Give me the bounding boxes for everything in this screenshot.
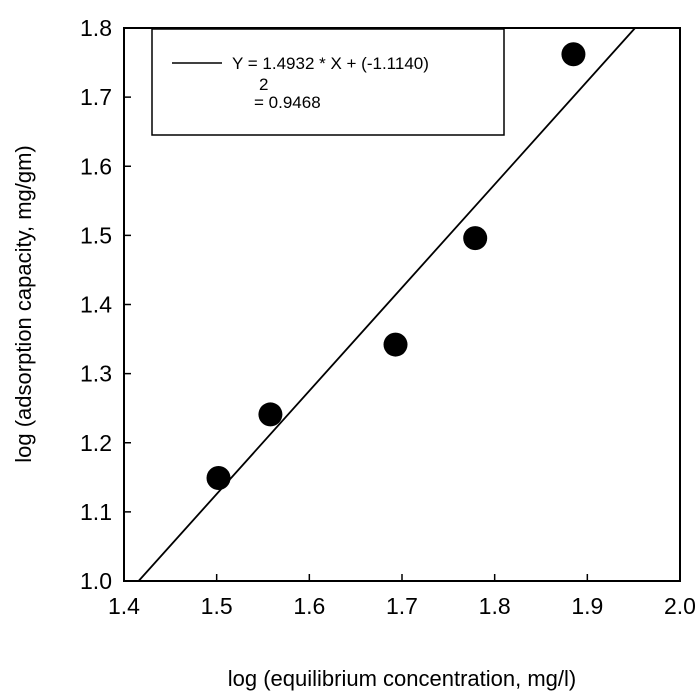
data-point-1: [206, 466, 231, 491]
legend-r2-superscript: 2: [259, 75, 268, 94]
x-tick-label-5: 1.9: [571, 593, 603, 619]
x-tick-label-3: 1.7: [386, 593, 418, 619]
legend-r2-value: = 0.9468: [254, 93, 321, 112]
data-point-4: [463, 226, 488, 251]
legend-equation: Y = 1.4932 * X + (-1.1140): [232, 54, 429, 73]
x-tick-label-1: 1.5: [201, 593, 233, 619]
data-point-5: [561, 42, 586, 67]
legend-box: [151, 28, 505, 136]
y-tick-label-1: 1.1: [80, 499, 112, 525]
y-tick-label-2: 1.2: [80, 430, 112, 456]
y-tick-label-3: 1.3: [80, 361, 112, 387]
y-tick-label-7: 1.7: [80, 84, 112, 110]
x-tick-label-2: 1.6: [293, 593, 325, 619]
y-tick-label-4: 1.4: [80, 292, 112, 318]
x-axis-label: log (equilibrium concentration, mg/l): [228, 666, 577, 691]
data-point-2: [258, 402, 283, 427]
y-tick-label-0: 1.0: [80, 568, 112, 594]
x-tick-label-0: 1.4: [108, 593, 140, 619]
y-axis-label: log (adsorption capacity, mg/gm): [11, 145, 36, 463]
x-tick-label-4: 1.8: [479, 593, 511, 619]
y-tick-label-5: 1.5: [80, 222, 112, 248]
y-tick-label-6: 1.6: [80, 153, 112, 179]
legend: Y = 1.4932 * X + (-1.1140) 2 = 0.9468: [151, 28, 505, 136]
data-point-3: [383, 332, 408, 357]
y-tick-label-8: 1.8: [80, 15, 112, 41]
x-tick-label-6: 2.0: [664, 593, 696, 619]
